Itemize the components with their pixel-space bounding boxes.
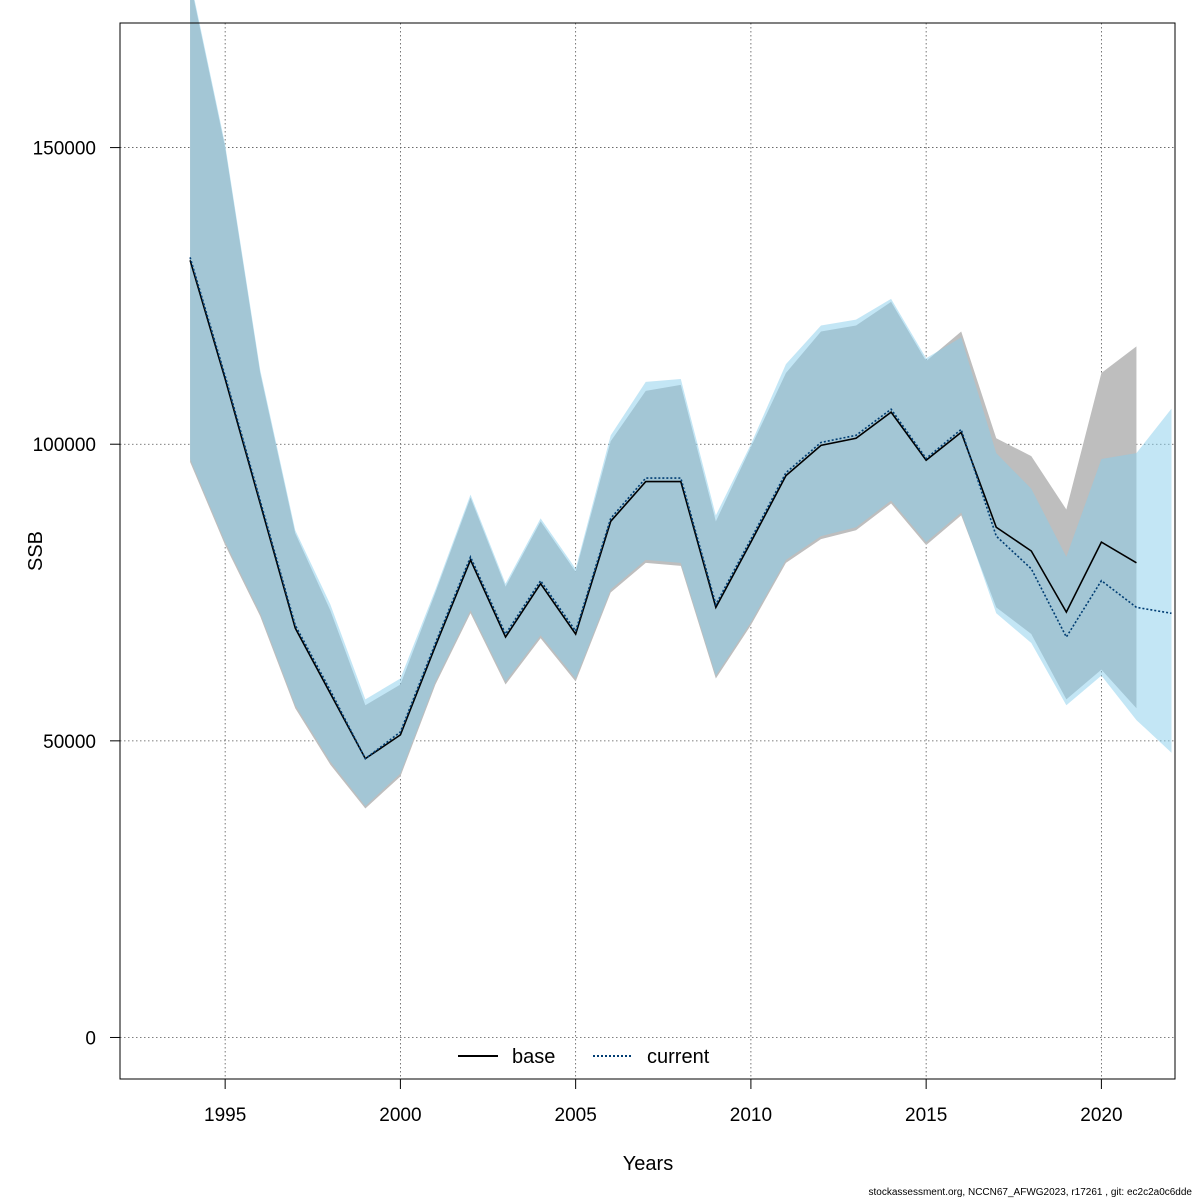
footer-note: stockassessment.org, NCCN67_AFWG2023, r1…	[868, 1187, 1193, 1198]
x-axis-title: Years	[623, 1153, 673, 1175]
x-tick-label: 2000	[379, 1105, 421, 1126]
y-tick-label: 100000	[33, 435, 96, 456]
confidence-band-current	[190, 0, 1172, 807]
x-tick-label: 2020	[1080, 1105, 1122, 1126]
legend-label-base: base	[512, 1046, 555, 1068]
x-axis: 1995 2000 2005 2010 2015 2020	[204, 1079, 1123, 1126]
y-axis: 0 50000 100000 150000	[33, 139, 120, 1049]
legend-label-current: current	[647, 1046, 710, 1068]
x-tick-label: 2015	[905, 1105, 947, 1126]
y-tick-label: 150000	[33, 139, 96, 160]
y-tick-label: 50000	[43, 732, 96, 753]
line-layer	[189, 257, 1172, 760]
x-tick-label: 1995	[204, 1105, 246, 1126]
x-tick-label: 2010	[730, 1105, 772, 1126]
y-axis-title: SSB	[25, 531, 47, 571]
y-tick-label: 0	[85, 1028, 96, 1049]
legend: base current	[458, 1046, 710, 1068]
plot-frame	[119, 22, 1176, 1080]
x-tick-label: 2005	[555, 1105, 597, 1126]
band-layer	[190, 0, 1172, 809]
